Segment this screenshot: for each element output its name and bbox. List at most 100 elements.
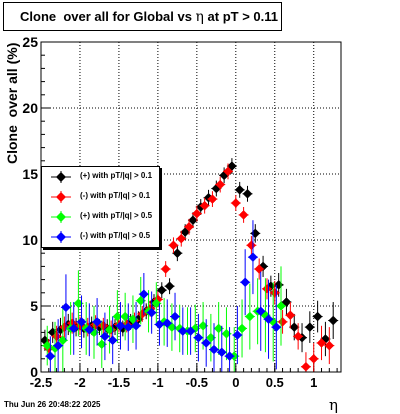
data-point — [176, 233, 187, 244]
series-3 — [45, 220, 282, 372]
legend-marker-diamond — [56, 232, 66, 242]
y-tick-label: 0 — [30, 364, 38, 380]
x-axis-label: η — [329, 396, 338, 414]
data-point — [285, 310, 296, 321]
data-point — [168, 240, 179, 251]
data-point — [61, 302, 71, 313]
legend-marker-pos-pt01 — [51, 171, 71, 183]
data-point — [255, 306, 266, 317]
x-tick-label: 0.5 — [266, 375, 284, 390]
data-point — [68, 323, 79, 334]
data-point — [304, 322, 315, 332]
data-point — [207, 194, 218, 204]
data-point — [45, 351, 56, 362]
data-point — [115, 320, 126, 331]
data-point — [269, 287, 280, 298]
data-point — [237, 323, 247, 334]
data-point — [160, 264, 171, 274]
y-tick-label: 20 — [22, 100, 38, 116]
x-tick-label: -1 — [152, 375, 164, 390]
legend: (+) with pT/|q| > 0.1 (-) with pT/|q| > … — [41, 166, 160, 248]
data-point — [308, 353, 319, 364]
data-point — [193, 332, 204, 343]
legend-marker-neg-pt01 — [51, 191, 71, 203]
data-point — [242, 188, 253, 199]
data-point — [234, 184, 245, 195]
legend-marker-neg-pt05 — [51, 231, 71, 243]
y-axis-label: Clone over all (%) — [4, 42, 20, 164]
chart-title: Clone over all for Global vs η at pT > 0… — [3, 2, 282, 31]
data-point — [289, 322, 300, 332]
data-point — [51, 331, 62, 342]
data-point — [177, 326, 188, 336]
datestamp: Thu Jun 26 20:48:22 2025 — [4, 400, 101, 409]
legend-marker-diamond — [56, 212, 66, 222]
x-tick-label: -2.5 — [30, 375, 52, 390]
data-point — [98, 320, 109, 331]
data-point — [191, 208, 202, 219]
data-point — [293, 331, 303, 342]
legend-entry-neg-pt01: (-) with pT/|q| > 0.1 — [42, 187, 159, 207]
data-point — [312, 311, 323, 322]
data-point — [100, 331, 110, 342]
data-point — [156, 285, 167, 296]
data-point — [59, 322, 70, 332]
data-point — [248, 252, 258, 263]
legend-marker-diamond — [56, 192, 66, 202]
data-point — [188, 215, 198, 226]
data-point — [184, 221, 194, 232]
y-tick-label: 10 — [22, 232, 38, 248]
x-tick-label: -0.5 — [186, 375, 208, 390]
data-point — [215, 179, 226, 190]
data-point — [244, 311, 255, 322]
legend-entry-pos-pt01: (+) with pT/|q| > 0.1 — [42, 167, 159, 187]
y-tick-label: 15 — [22, 166, 38, 182]
data-point — [216, 347, 227, 358]
data-point — [230, 198, 241, 208]
data-point — [172, 248, 183, 259]
data-point — [224, 351, 235, 362]
data-point — [277, 316, 288, 327]
y-tick-label: 5 — [30, 298, 38, 314]
data-point — [92, 316, 102, 327]
x-tick-label: 1 — [310, 375, 317, 390]
data-point — [84, 324, 95, 335]
data-point — [324, 340, 335, 351]
data-point — [201, 338, 212, 348]
data-point — [281, 297, 292, 307]
data-point — [254, 264, 265, 274]
data-point — [262, 283, 272, 294]
data-point — [271, 322, 282, 332]
data-point — [209, 344, 219, 355]
legend-entry-pos-pt05: (+) with pT/|q| > 0.5 — [42, 207, 159, 227]
data-point — [146, 307, 157, 318]
data-point — [316, 338, 327, 348]
data-point — [107, 335, 118, 346]
data-point — [240, 277, 251, 288]
legend-marker-pos-pt05 — [51, 211, 71, 223]
data-point — [246, 240, 257, 251]
x-tick-label: -1.5 — [108, 375, 130, 390]
legend-marker-diamond — [56, 172, 66, 182]
legend-label-pos-pt05: (+) with pT/|q| > 0.5 — [80, 211, 153, 220]
legend-label-pos-pt01: (+) with pT/|q| > 0.1 — [80, 171, 153, 180]
chart-title-prefix: Clone over all for Global vs — [20, 9, 196, 24]
x-tick-label: 0 — [232, 375, 239, 390]
data-point — [164, 281, 175, 292]
data-point — [232, 330, 243, 340]
data-point — [276, 301, 286, 311]
data-point — [301, 361, 311, 372]
x-tick-label: -2 — [74, 375, 86, 390]
y-tick-label: 25 — [22, 34, 38, 50]
data-point — [185, 326, 196, 336]
data-point — [170, 311, 180, 322]
legend-entry-neg-pt05: (-) with pT/|q| > 0.5 — [42, 227, 159, 247]
data-point — [53, 340, 63, 351]
legend-label-neg-pt01: (-) with pT/|q| > 0.1 — [80, 191, 151, 200]
data-point — [263, 314, 274, 325]
data-point — [199, 200, 210, 211]
legend-label-neg-pt05: (-) with pT/|q| > 0.5 — [80, 231, 151, 240]
data-point — [151, 298, 162, 309]
chart-title-eta: η — [195, 9, 204, 25]
